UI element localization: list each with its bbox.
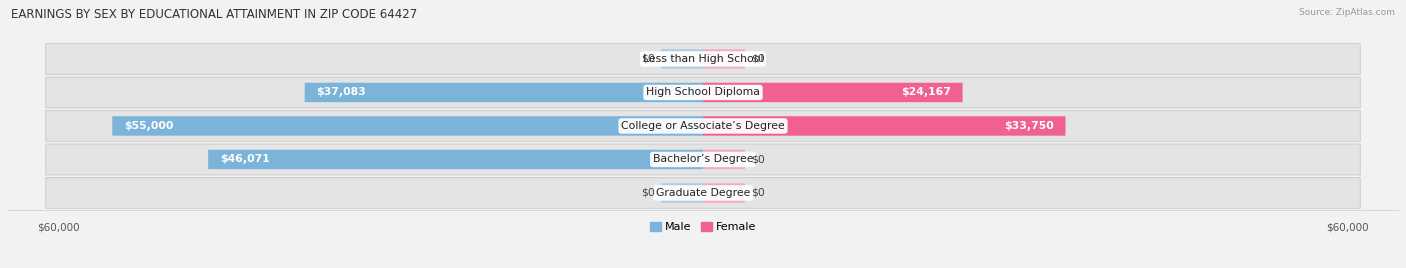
Text: $0: $0 [751, 154, 765, 165]
FancyBboxPatch shape [703, 150, 745, 169]
Text: EARNINGS BY SEX BY EDUCATIONAL ATTAINMENT IN ZIP CODE 64427: EARNINGS BY SEX BY EDUCATIONAL ATTAINMEN… [11, 8, 418, 21]
Text: $33,750: $33,750 [1004, 121, 1054, 131]
Text: $46,071: $46,071 [219, 154, 270, 165]
FancyBboxPatch shape [703, 116, 1066, 136]
FancyBboxPatch shape [661, 183, 703, 203]
FancyBboxPatch shape [703, 183, 745, 203]
Text: $37,083: $37,083 [316, 87, 366, 98]
FancyBboxPatch shape [112, 116, 703, 136]
Text: $0: $0 [751, 54, 765, 64]
Text: $0: $0 [641, 188, 655, 198]
FancyBboxPatch shape [305, 83, 703, 102]
Text: $0: $0 [641, 54, 655, 64]
Text: College or Associate’s Degree: College or Associate’s Degree [621, 121, 785, 131]
FancyBboxPatch shape [703, 49, 745, 69]
FancyBboxPatch shape [46, 77, 1360, 108]
FancyBboxPatch shape [661, 49, 703, 69]
FancyBboxPatch shape [46, 144, 1360, 175]
Text: $0: $0 [751, 188, 765, 198]
Text: Bachelor’s Degree: Bachelor’s Degree [652, 154, 754, 165]
FancyBboxPatch shape [46, 43, 1360, 74]
Text: $55,000: $55,000 [124, 121, 173, 131]
FancyBboxPatch shape [208, 150, 703, 169]
FancyBboxPatch shape [46, 110, 1360, 141]
FancyBboxPatch shape [703, 83, 963, 102]
Text: Source: ZipAtlas.com: Source: ZipAtlas.com [1299, 8, 1395, 17]
Text: Less than High School: Less than High School [643, 54, 763, 64]
Legend: Male, Female: Male, Female [645, 217, 761, 237]
Text: Graduate Degree: Graduate Degree [655, 188, 751, 198]
Text: High School Diploma: High School Diploma [647, 87, 759, 98]
FancyBboxPatch shape [46, 177, 1360, 208]
Text: $24,167: $24,167 [901, 87, 950, 98]
